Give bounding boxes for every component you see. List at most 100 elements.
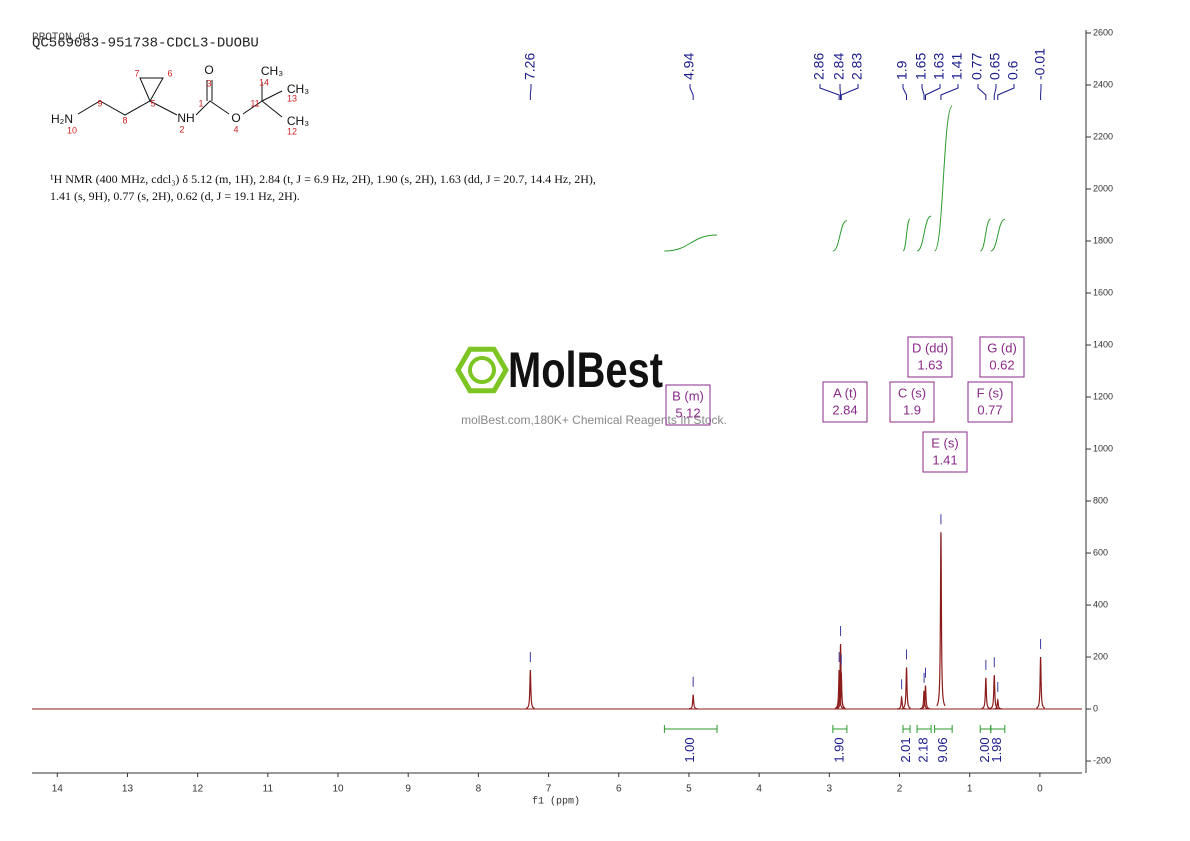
peak-pick-leader [840,84,859,100]
x-axis-label: f1 (ppm) [532,796,580,808]
atom-label: O [204,63,213,77]
watermark-icon [455,346,509,394]
atom-number: 2 [179,124,184,134]
x-tick-label: 8 [476,784,482,795]
integral-curve [979,218,992,252]
y-tick-label: 1200 [1093,391,1113,401]
peak-pick-leader [993,84,997,100]
multiplet-shift: 1.9 [903,402,921,417]
chart-title: QC569083-951738-CDCL3-DUOBU [32,36,259,52]
peak-pick-label: 7.26 [522,53,538,80]
peak [902,667,911,709]
peak-pick-leader [839,84,842,100]
atom-label: NH [177,111,194,125]
peak [688,694,698,710]
atom-number: 11 [250,98,259,108]
multiplet-shift: 0.77 [977,402,1002,417]
integral-curve [990,218,1006,252]
y-tick-label: 400 [1093,599,1108,609]
atom-number: 12 [287,126,297,136]
peak-pick-label: 4.94 [681,53,697,80]
y-tick-label: 2600 [1093,27,1113,37]
multiplet-label: A (t) [833,385,857,400]
integral-label: 1.98 [989,737,1004,762]
peak [525,669,535,709]
peak-pick-leader [902,84,908,100]
integral-curve [916,215,932,252]
multiplet-shift: 5.12 [675,405,700,420]
atom-label: CH₃ [287,114,309,128]
multiplet-label: E (s) [931,435,958,450]
x-tick-label: 6 [616,784,622,795]
atom-label: H₂N [51,112,73,126]
integral-curve [902,218,911,252]
multiplet-box [967,381,1013,423]
y-tick-label: 2400 [1093,79,1113,89]
structure-bonds [77,77,283,118]
multiplet-box [665,384,711,426]
atom-label: CH₃ [287,82,309,96]
x-tick-label: 5 [686,784,692,795]
peak-pick-label: 0.77 [969,53,985,80]
peak-pick-label: 1.63 [931,53,947,80]
multiplet-label: D (dd) [912,340,948,355]
peak-pick-leader [997,84,1015,100]
peak-pick-label: 1.65 [913,53,929,80]
x-tick-label: 13 [122,784,134,795]
x-tick-label: 2 [897,784,903,795]
watermark-text: molBest.com,180K+ Chemical Reagents In S… [461,413,727,427]
atom-number: 3 [206,78,211,88]
multiplet-box [822,381,868,423]
atom-number: 6 [167,68,172,78]
multiplet-box [979,336,1025,378]
watermark-brand: MolBest [508,342,663,398]
x-tick-label: 1 [967,784,973,795]
atom-number: 5 [150,98,155,108]
y-tick-label: 200 [1093,651,1108,661]
multiplet-label: C (s) [898,385,926,400]
peak-pick-label: -0.01 [1032,48,1048,80]
y-tick-label: -200 [1093,755,1111,765]
y-tick-label: 1000 [1093,443,1113,453]
integral-label: 1.90 [831,737,846,762]
integral-curve [664,234,718,252]
y-tick-label: 600 [1093,547,1108,557]
peak-pick-label: 2.84 [831,53,847,80]
peak [921,685,930,710]
y-tick-label: 800 [1093,495,1108,505]
atom-number: 10 [67,125,77,135]
x-tick-label: 7 [546,784,552,795]
multiplet-box [907,336,953,378]
atom-number: 4 [233,124,238,134]
atom-number: 7 [134,68,139,78]
atom-number: 13 [287,93,297,103]
x-tick-label: 9 [405,784,411,795]
integral-curve [934,105,953,252]
atom-number: 1 [198,98,203,108]
y-tick-label: 1800 [1093,235,1113,245]
peak-pick-label: 1.41 [949,53,965,80]
x-tick-label: 11 [263,784,274,795]
nmr-description: ¹H NMR (400 MHz, cdcl₃) δ 5.12 (m, 1H), … [50,172,596,203]
integral-label: 2.18 [916,737,931,762]
peak-pick-leader [977,84,987,100]
atom-label: O [231,111,240,125]
y-tick-label: 1400 [1093,339,1113,349]
integral-curve [832,220,848,252]
peak-pick-leader [529,84,532,100]
peak-pick-label: 1.9 [894,60,910,80]
multiplet-shift: 0.62 [989,357,1014,372]
peak-pick-label: 2.83 [849,53,865,80]
x-tick-label: 3 [827,784,833,795]
peak-pick-leader [940,84,959,100]
integral-label: 9.06 [935,737,950,762]
x-tick-label: 14 [52,784,64,795]
multiplet-box [889,381,935,423]
peak [836,672,846,709]
multiplet-label: B (m) [672,388,704,403]
peak-pick-label: 2.86 [811,53,827,80]
peak [897,695,906,710]
multiplet-shift: 2.84 [832,402,857,417]
integral-label: 2.00 [977,737,992,762]
